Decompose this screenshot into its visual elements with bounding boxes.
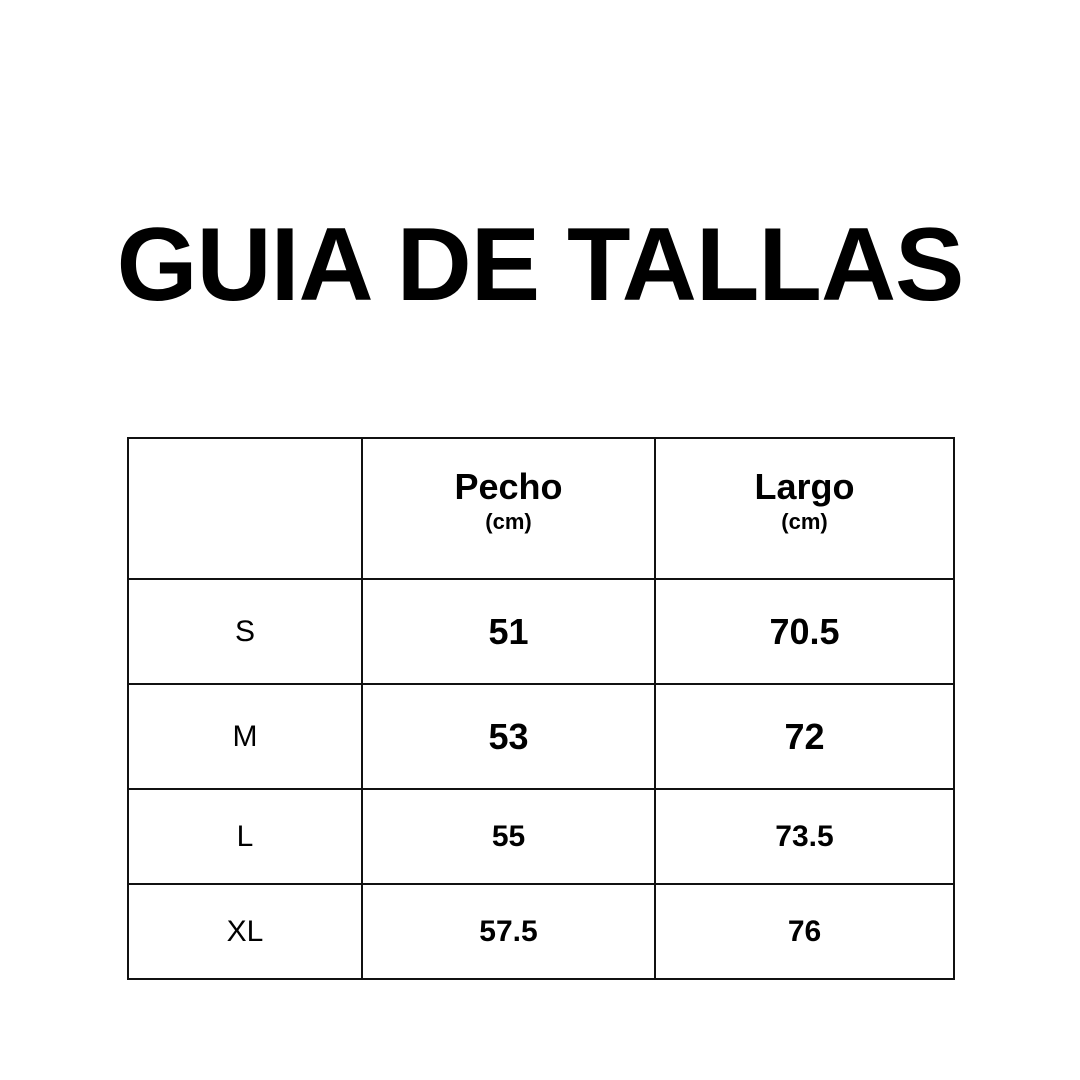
pecho-cell: 57.5 [361,883,656,980]
table-row: XL 57.5 76 [127,883,955,980]
table-row: M 53 72 [127,683,955,790]
size-cell: L [127,788,363,885]
size-cell: S [127,578,363,685]
header-largo: Largo (cm) [654,437,955,580]
header-label: Pecho [454,465,563,507]
largo-cell: 72 [654,683,955,790]
largo-cell: 73.5 [654,788,955,885]
header-empty-cell [127,437,363,580]
page-title: GUIA DE TALLAS [116,207,965,323]
pecho-cell: 51 [361,578,656,685]
largo-cell: 70.5 [654,578,955,685]
table-row: S 51 70.5 [127,578,955,685]
header-pecho: Pecho (cm) [361,437,656,580]
header-unit: (cm) [781,508,828,534]
size-cell: XL [127,883,363,980]
size-chart-table: Pecho (cm) Largo (cm) S 51 70.5 M 53 72 … [127,437,955,980]
pecho-cell: 53 [361,683,656,790]
pecho-cell: 55 [361,788,656,885]
header-label: Largo [754,465,855,507]
header-unit: (cm) [485,508,532,534]
largo-cell: 76 [654,883,955,980]
size-cell: M [127,683,363,790]
table-row: L 55 73.5 [127,788,955,885]
table-header-row: Pecho (cm) Largo (cm) [127,437,955,580]
